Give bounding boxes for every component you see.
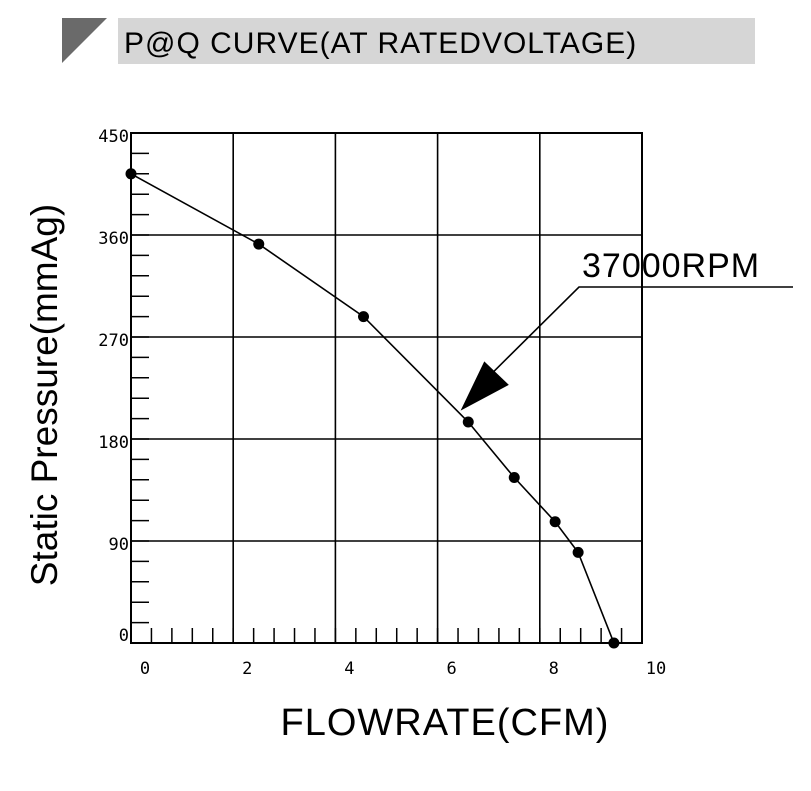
plot-area	[130, 132, 643, 644]
minor-ticks	[131, 152, 623, 643]
data-point	[462, 416, 474, 428]
x-tick-label: 0	[140, 659, 150, 679]
plot-frame	[130, 132, 643, 644]
x-tick-label: 2	[242, 659, 252, 679]
rpm-annotation-label: 37000RPM	[582, 247, 760, 285]
data-point	[608, 637, 620, 649]
data-point	[125, 168, 137, 180]
chart-title: P@Q CURVE(AT RATEDVOLTAGE)	[124, 27, 637, 60]
y-tick-label: 90	[109, 535, 129, 555]
x-tick-label: 4	[344, 659, 354, 679]
annotation-leader-line	[490, 286, 793, 376]
annotation-arrowhead-icon	[460, 361, 509, 411]
chart-header: P@Q CURVE(AT RATEDVOLTAGE)	[62, 18, 755, 64]
y-tick-label: 180	[98, 433, 129, 453]
y-tick-labels: 0 90 180 270 360 450	[98, 127, 129, 646]
data-point	[508, 472, 520, 484]
x-tick-label: 6	[446, 659, 456, 679]
data-point	[572, 546, 584, 558]
x-tick-label: 8	[549, 659, 559, 679]
annotation-layer: 37000RPM	[460, 247, 793, 411]
series-layer	[125, 168, 620, 649]
x-tick-labels: 0 2 4 6 8 10	[140, 659, 666, 679]
y-tick-label: 450	[98, 127, 129, 147]
x-tick-label: 10	[646, 659, 666, 679]
x-axis-label: FLOWRATE(CFM)	[281, 702, 610, 744]
header-band	[118, 18, 755, 64]
data-point	[358, 311, 370, 323]
y-tick-label: 0	[119, 626, 129, 646]
data-point	[253, 238, 265, 250]
header-triangle-icon	[62, 18, 107, 63]
y-tick-label: 360	[98, 229, 129, 249]
y-tick-label: 270	[98, 331, 129, 351]
series-line	[130, 173, 615, 644]
data-point	[549, 516, 561, 528]
y-axis-label: Static Pressure(mmAg)	[24, 204, 65, 586]
